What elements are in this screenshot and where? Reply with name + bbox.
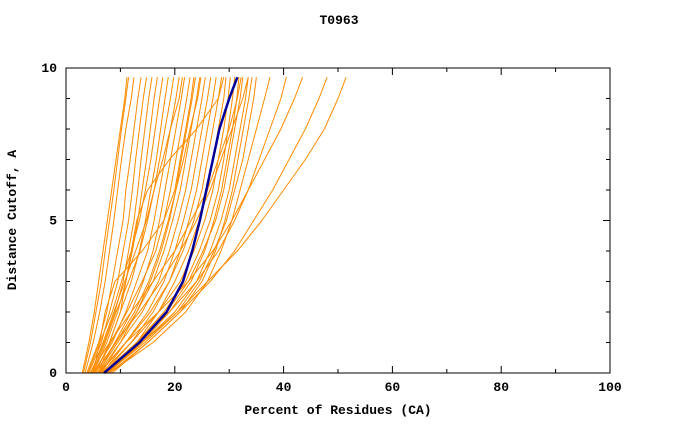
y-tick-label: 0: [49, 366, 57, 381]
model-line: [111, 76, 328, 374]
model-line: [98, 77, 225, 374]
model-line: [84, 77, 135, 374]
model-line: [90, 77, 242, 374]
model-line: [81, 77, 128, 374]
model-line: [95, 77, 249, 374]
model-line: [98, 76, 304, 374]
model-line: [86, 77, 142, 374]
model-line: [100, 77, 196, 374]
x-tick-label: 100: [598, 380, 622, 395]
model-line: [92, 77, 195, 374]
highlight-model-line: [103, 76, 239, 374]
model-line: [90, 77, 153, 374]
x-tick-label: 0: [62, 380, 70, 395]
model-line: [101, 77, 231, 374]
model-line: [90, 77, 183, 374]
x-axis-label: Percent of Residues (CA): [244, 403, 431, 418]
model-line: [106, 76, 347, 374]
model-line: [103, 77, 217, 374]
model-line: [91, 77, 175, 374]
model-line: [106, 77, 257, 374]
x-tick-label: 80: [493, 380, 509, 395]
x-tick-label: 60: [385, 380, 401, 395]
y-axis-label: Distance Cutoff, A: [5, 150, 20, 291]
model-line: [92, 77, 158, 374]
model-line: [103, 77, 236, 374]
model-line: [98, 77, 186, 374]
plot-area: 0 20 40 60 80 100 0 5 10: [41, 61, 622, 395]
model-line: [94, 77, 202, 374]
model-line: [104, 77, 249, 374]
model-line: [99, 77, 223, 374]
model-line: [98, 77, 206, 374]
model-line: [88, 77, 148, 374]
x-tick-label: 20: [167, 380, 183, 395]
model-line: [103, 77, 287, 374]
y-tick-label: 10: [41, 61, 57, 76]
model-line: [108, 77, 240, 374]
model-line: [87, 77, 164, 374]
y-tick-label: 5: [49, 214, 57, 229]
plot-border: [65, 67, 611, 374]
chart-title: T0963: [319, 13, 358, 28]
x-tick-label: 40: [276, 380, 292, 395]
model-line: [82, 77, 130, 374]
